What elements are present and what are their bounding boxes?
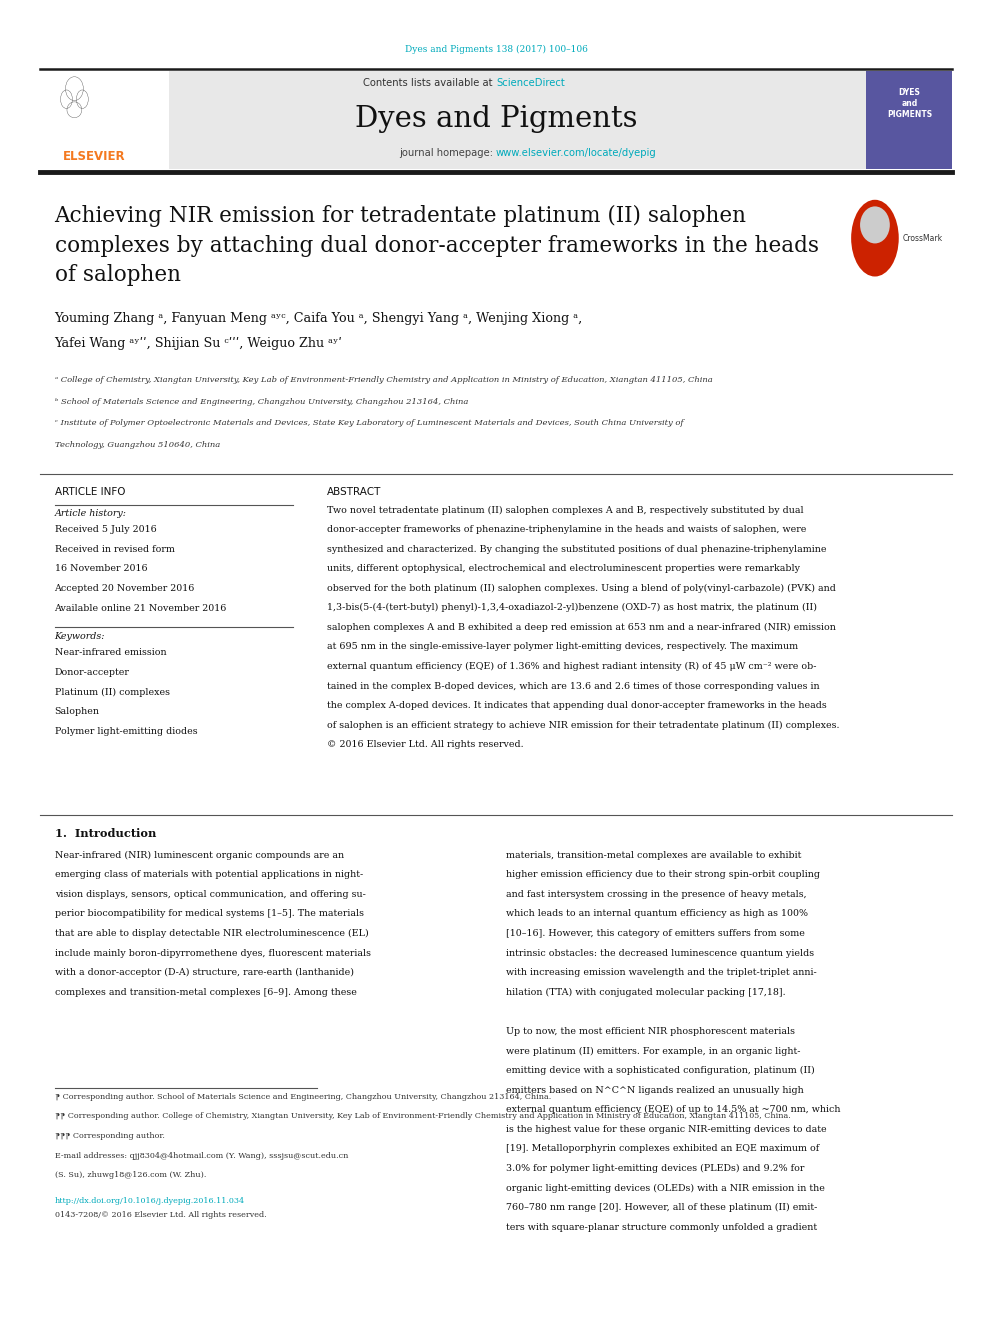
Text: ᵃ College of Chemistry, Xiangtan University, Key Lab of Environment-Friendly Che: ᵃ College of Chemistry, Xiangtan Univers… [55, 376, 712, 384]
Text: Donor-accepter: Donor-accepter [55, 668, 129, 677]
Text: the complex A-doped devices. It indicates that appending dual donor-accepter fra: the complex A-doped devices. It indicate… [327, 701, 827, 710]
Text: [10–16]. However, this category of emitters suffers from some: [10–16]. However, this category of emitt… [506, 929, 805, 938]
Text: [19]. Metalloporphyrin complexes exhibited an EQE maximum of: [19]. Metalloporphyrin complexes exhibit… [506, 1144, 819, 1154]
Text: observed for the both platinum (II) salophen complexes. Using a blend of poly(vi: observed for the both platinum (II) salo… [327, 583, 836, 593]
Text: Two novel tetradentate platinum (II) salophen complexes A and B, respectively su: Two novel tetradentate platinum (II) sal… [327, 505, 804, 515]
Text: hilation (TTA) with conjugated molecular packing [17,18].: hilation (TTA) with conjugated molecular… [506, 988, 786, 996]
Text: ᶜ Institute of Polymer Optoelectronic Materials and Devices, State Key Laborator: ᶜ Institute of Polymer Optoelectronic Ma… [55, 419, 683, 427]
Text: Received 5 July 2016: Received 5 July 2016 [55, 525, 157, 534]
Text: ARTICLE INFO: ARTICLE INFO [55, 487, 125, 497]
Text: synthesized and characterized. By changing the substituted positions of dual phe: synthesized and characterized. By changi… [327, 545, 827, 553]
Text: 760–780 nm range [20]. However, all of these platinum (II) emit-: 760–780 nm range [20]. However, all of t… [506, 1203, 817, 1212]
Text: Dyes and Pigments: Dyes and Pigments [355, 105, 637, 134]
Text: Accepted 20 November 2016: Accepted 20 November 2016 [55, 583, 195, 593]
Text: E-mail addresses: qjj8304@4hotmail.com (Y. Wang), sssjsu@scut.edu.cn: E-mail addresses: qjj8304@4hotmail.com (… [55, 1151, 348, 1159]
Text: ScienceDirect: ScienceDirect [496, 78, 564, 89]
Text: (S. Su), zhuwg18@126.com (W. Zhu).: (S. Su), zhuwg18@126.com (W. Zhu). [55, 1171, 206, 1179]
Text: salophen complexes A and B exhibited a deep red emission at 653 nm and a near-in: salophen complexes A and B exhibited a d… [327, 623, 836, 632]
Text: that are able to display detectable NIR electroluminescence (EL): that are able to display detectable NIR … [55, 929, 368, 938]
Ellipse shape [851, 200, 899, 277]
Text: emitting device with a sophisticated configuration, platinum (II): emitting device with a sophisticated con… [506, 1066, 814, 1076]
Text: which leads to an internal quantum efficiency as high as 100%: which leads to an internal quantum effic… [506, 909, 807, 918]
Text: © 2016 Elsevier Ltd. All rights reserved.: © 2016 Elsevier Ltd. All rights reserved… [327, 741, 524, 749]
Text: external quantum efficiency (EQE) of up to 14.5% at ~700 nm, which: external quantum efficiency (EQE) of up … [506, 1105, 840, 1114]
Text: ters with square-planar structure commonly unfolded a gradient: ters with square-planar structure common… [506, 1222, 817, 1232]
Text: http://dx.doi.org/10.1016/j.dyepig.2016.11.034: http://dx.doi.org/10.1016/j.dyepig.2016.… [55, 1197, 245, 1205]
Text: www.elsevier.com/locate/dyepig: www.elsevier.com/locate/dyepig [496, 148, 657, 159]
Text: is the highest value for these organic NIR-emitting devices to date: is the highest value for these organic N… [506, 1125, 826, 1134]
FancyBboxPatch shape [40, 71, 952, 169]
Text: Received in revised form: Received in revised form [55, 545, 175, 554]
Text: Youming Zhang ᵃ, Fanyuan Meng ᵃʸᶜ, Caifa You ᵃ, Shengyi Yang ᵃ, Wenjing Xiong ᵃ,: Youming Zhang ᵃ, Fanyuan Meng ᵃʸᶜ, Caifa… [55, 312, 583, 325]
Text: emitters based on N^C^N ligands realized an unusually high: emitters based on N^C^N ligands realized… [506, 1086, 804, 1094]
Text: Achieving NIR emission for tetradentate platinum (II) salophen
complexes by atta: Achieving NIR emission for tetradentate … [55, 205, 818, 287]
Text: and fast intersystem crossing in the presence of heavy metals,: and fast intersystem crossing in the pre… [506, 890, 806, 898]
Text: Near-infrared emission: Near-infrared emission [55, 648, 167, 658]
FancyBboxPatch shape [866, 71, 952, 169]
Text: Available online 21 November 2016: Available online 21 November 2016 [55, 603, 227, 613]
Text: Contents lists available at: Contents lists available at [363, 78, 496, 89]
Text: vision displays, sensors, optical communication, and offering su-: vision displays, sensors, optical commun… [55, 890, 365, 898]
Text: journal homepage:: journal homepage: [399, 148, 496, 159]
Text: 1.  Introduction: 1. Introduction [55, 828, 156, 839]
Text: higher emission efficiency due to their strong spin-orbit coupling: higher emission efficiency due to their … [506, 871, 820, 880]
Text: Up to now, the most efficient NIR phosphorescent materials: Up to now, the most efficient NIR phosph… [506, 1027, 795, 1036]
Text: at 695 nm in the single-emissive-layer polymer light-emitting devices, respectiv: at 695 nm in the single-emissive-layer p… [327, 643, 799, 651]
Text: units, different optophysical, electrochemical and electroluminescent properties: units, different optophysical, electroch… [327, 564, 801, 573]
Text: intrinsic obstacles: the decreased luminescence quantum yields: intrinsic obstacles: the decreased lumin… [506, 949, 814, 958]
Text: Near-infrared (NIR) luminescent organic compounds are an: Near-infrared (NIR) luminescent organic … [55, 851, 343, 860]
Text: materials, transition-metal complexes are available to exhibit: materials, transition-metal complexes ar… [506, 851, 802, 860]
Text: Technology, Guangzhou 510640, China: Technology, Guangzhou 510640, China [55, 442, 220, 450]
Text: 1,3-bis(5-(4-(tert-butyl) phenyl)-1,3,4-oxadiazol-2-yl)benzene (OXD-7) as host m: 1,3-bis(5-(4-(tert-butyl) phenyl)-1,3,4-… [327, 603, 817, 613]
Text: include mainly boron-dipyrromethene dyes, fluorescent materials: include mainly boron-dipyrromethene dyes… [55, 949, 371, 958]
Text: ELSEVIER: ELSEVIER [62, 149, 126, 163]
Text: tained in the complex B-doped devices, which are 13.6 and 2.6 times of those cor: tained in the complex B-doped devices, w… [327, 681, 820, 691]
Text: 3.0% for polymer light-emitting devices (PLEDs) and 9.2% for: 3.0% for polymer light-emitting devices … [506, 1164, 805, 1174]
Text: external quantum efficiency (EQE) of 1.36% and highest radiant intensity (R) of : external quantum efficiency (EQE) of 1.3… [327, 662, 816, 671]
Text: ᵇ School of Materials Science and Engineering, Changzhou University, Changzhou 2: ᵇ School of Materials Science and Engine… [55, 397, 468, 406]
Text: ABSTRACT: ABSTRACT [327, 487, 382, 497]
Text: of salophen is an efficient strategy to achieve NIR emission for their tetradent: of salophen is an efficient strategy to … [327, 721, 840, 730]
Text: emerging class of materials with potential applications in night-: emerging class of materials with potenti… [55, 871, 363, 880]
Text: perior biocompatibility for medical systems [1–5]. The materials: perior biocompatibility for medical syst… [55, 909, 363, 918]
Text: Dyes and Pigments 138 (2017) 100–106: Dyes and Pigments 138 (2017) 100–106 [405, 45, 587, 53]
Text: 0143-7208/© 2016 Elsevier Ltd. All rights reserved.: 0143-7208/© 2016 Elsevier Ltd. All right… [55, 1211, 266, 1218]
Ellipse shape [860, 206, 890, 243]
Text: 16 November 2016: 16 November 2016 [55, 565, 147, 573]
Text: with increasing emission wavelength and the triplet-triplet anni-: with increasing emission wavelength and … [506, 968, 816, 978]
FancyBboxPatch shape [40, 71, 169, 169]
Text: CrossMark: CrossMark [903, 234, 942, 242]
Text: donor-accepter frameworks of phenazine-triphenylamine in the heads and waists of: donor-accepter frameworks of phenazine-t… [327, 525, 806, 534]
Text: were platinum (II) emitters. For example, in an organic light-: were platinum (II) emitters. For example… [506, 1046, 801, 1056]
Text: ⁋⁋ Corresponding author. College of Chemistry, Xiangtan University, Key Lab of E: ⁋⁋ Corresponding author. College of Chem… [55, 1113, 791, 1121]
Text: complexes and transition-metal complexes [6–9]. Among these: complexes and transition-metal complexes… [55, 988, 356, 996]
Text: Keywords:: Keywords: [55, 632, 105, 642]
Text: organic light-emitting devices (OLEDs) with a NIR emission in the: organic light-emitting devices (OLEDs) w… [506, 1184, 824, 1192]
Text: Salophen: Salophen [55, 706, 99, 716]
Text: Yafei Wang ᵃʸʹʹ, Shijian Su ᶜʹʹʹ, Weiguo Zhu ᵃʸʹ: Yafei Wang ᵃʸʹʹ, Shijian Su ᶜʹʹʹ, Weiguo… [55, 337, 342, 351]
Text: Article history:: Article history: [55, 509, 127, 519]
Text: ⁋⁋⁋ Corresponding author.: ⁋⁋⁋ Corresponding author. [55, 1132, 165, 1140]
Text: Platinum (II) complexes: Platinum (II) complexes [55, 688, 170, 696]
Text: DYES
and
PIGMENTS: DYES and PIGMENTS [887, 87, 932, 119]
Text: ⁋ Corresponding author. School of Materials Science and Engineering, Changzhou U: ⁋ Corresponding author. School of Materi… [55, 1093, 551, 1101]
Text: with a donor-acceptor (D-A) structure, rare-earth (lanthanide): with a donor-acceptor (D-A) structure, r… [55, 968, 353, 978]
Text: Polymer light-emitting diodes: Polymer light-emitting diodes [55, 726, 197, 736]
